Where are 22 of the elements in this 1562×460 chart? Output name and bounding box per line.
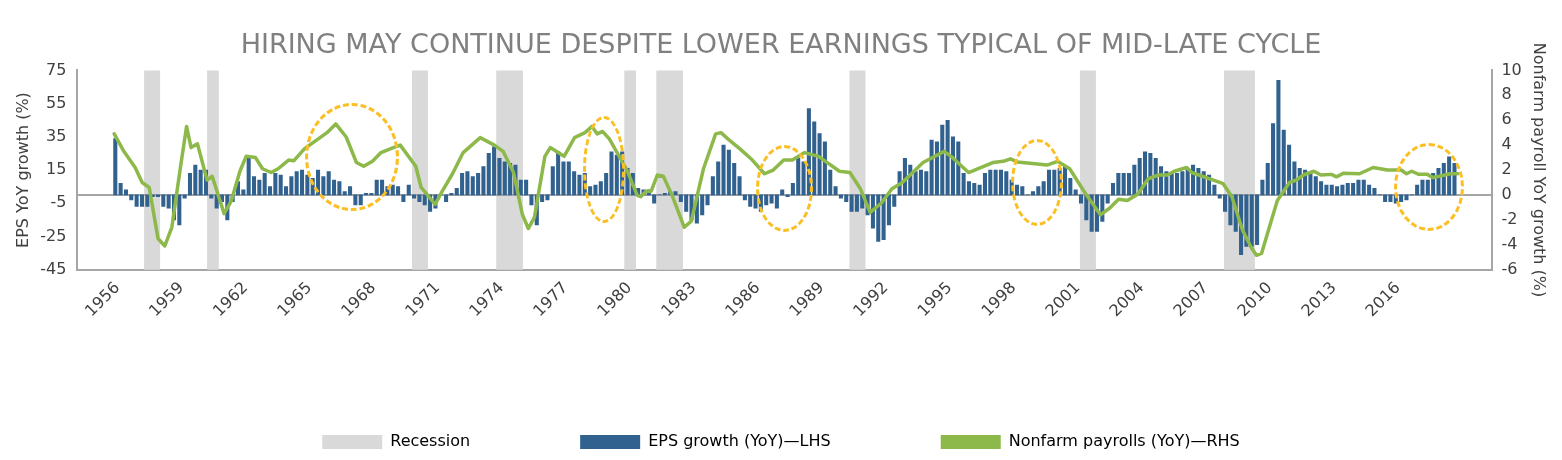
y2-tick-label: 8 — [1501, 84, 1512, 104]
y-tick-label: -25 — [40, 225, 67, 245]
y-tick-label: 55 — [45, 92, 67, 112]
legend-label: Recession — [390, 431, 471, 451]
y-axis-title: EPS YoY growth (%) — [12, 92, 32, 248]
y2-tick-label: 10 — [1501, 59, 1522, 79]
y-tick-label: 35 — [45, 125, 67, 145]
y2-axis-title: Nonfarm payroll YoY growth (%) — [1530, 42, 1550, 298]
y2-tick-label: 0 — [1501, 184, 1512, 204]
y2-tick-label: -2 — [1501, 208, 1518, 228]
y-tick-label: -45 — [40, 258, 67, 278]
chart-title: HIRING MAY CONTINUE DESPITE LOWER EARNINGS TYPICAL OF MID-LATE CYCLE — [240, 28, 1322, 60]
y2-tick-label: -6 — [1501, 258, 1518, 278]
legend-label: Nonfarm payrolls (YoY)—RHS — [1008, 431, 1240, 451]
y2-tick-label: -4 — [1501, 233, 1518, 253]
y-tick-label: -5 — [50, 192, 67, 212]
legend-label: EPS growth (YoY)—LHS — [648, 431, 831, 451]
y-tick-label: 15 — [45, 159, 67, 179]
y2-tick-label: 4 — [1501, 134, 1512, 154]
y-tick-label: 75 — [45, 59, 67, 79]
y2-tick-label: 2 — [1501, 159, 1512, 179]
y2-tick-label: 6 — [1501, 109, 1512, 129]
